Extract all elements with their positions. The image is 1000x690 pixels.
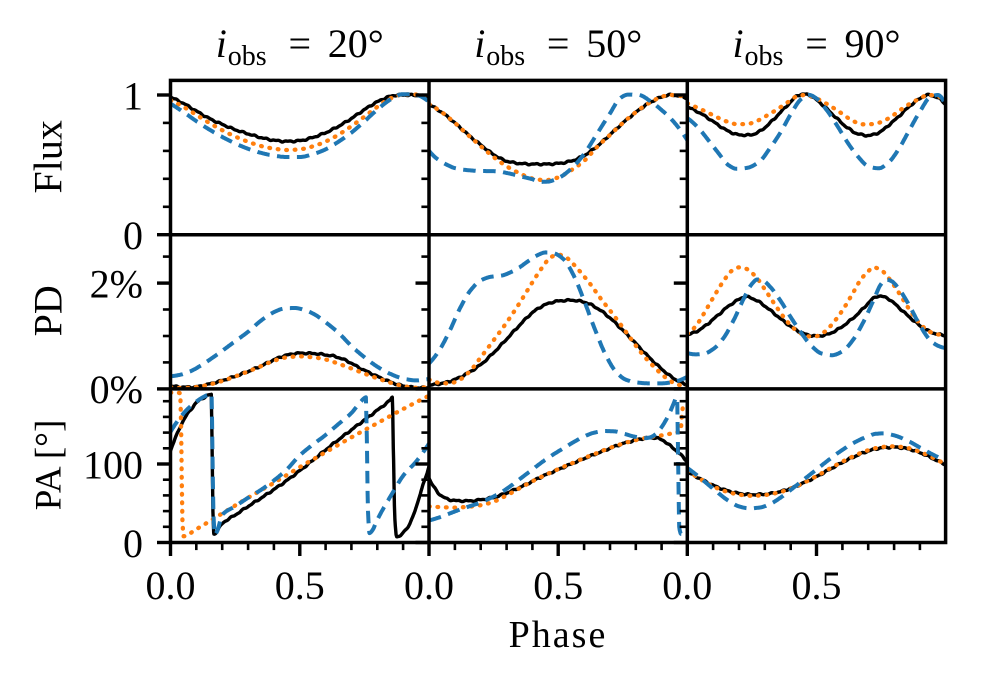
svg-text:0: 0 xyxy=(123,521,143,566)
svg-text:0: 0 xyxy=(123,213,143,258)
svg-text:i: i xyxy=(733,21,744,66)
svg-text:=: = xyxy=(289,21,312,66)
svg-text:=: = xyxy=(547,21,570,66)
svg-text:0.5: 0.5 xyxy=(792,563,842,608)
svg-text:Flux: Flux xyxy=(25,120,70,193)
svg-text:Phase: Phase xyxy=(509,614,608,656)
svg-text:20°: 20° xyxy=(328,21,384,66)
svg-text:obs: obs xyxy=(745,41,784,72)
svg-text:PA [°]: PA [°] xyxy=(28,420,69,511)
svg-text:0.0: 0.0 xyxy=(404,563,454,608)
svg-text:50°: 50° xyxy=(586,21,642,66)
svg-text:obs: obs xyxy=(228,41,267,72)
svg-text:0.5: 0.5 xyxy=(533,563,583,608)
svg-text:0%: 0% xyxy=(90,367,143,412)
svg-text:90°: 90° xyxy=(845,21,901,66)
svg-text:0.0: 0.0 xyxy=(146,563,196,608)
svg-text:1: 1 xyxy=(123,73,143,118)
svg-text:100: 100 xyxy=(83,442,143,487)
svg-text:2%: 2% xyxy=(90,262,143,307)
svg-text:obs: obs xyxy=(486,41,525,72)
svg-text:0.5: 0.5 xyxy=(275,563,325,608)
svg-text:i: i xyxy=(474,21,485,66)
svg-text:=: = xyxy=(805,21,828,66)
svg-text:i: i xyxy=(216,21,227,66)
svg-text:0.0: 0.0 xyxy=(662,563,712,608)
svg-text:PD: PD xyxy=(25,285,70,336)
